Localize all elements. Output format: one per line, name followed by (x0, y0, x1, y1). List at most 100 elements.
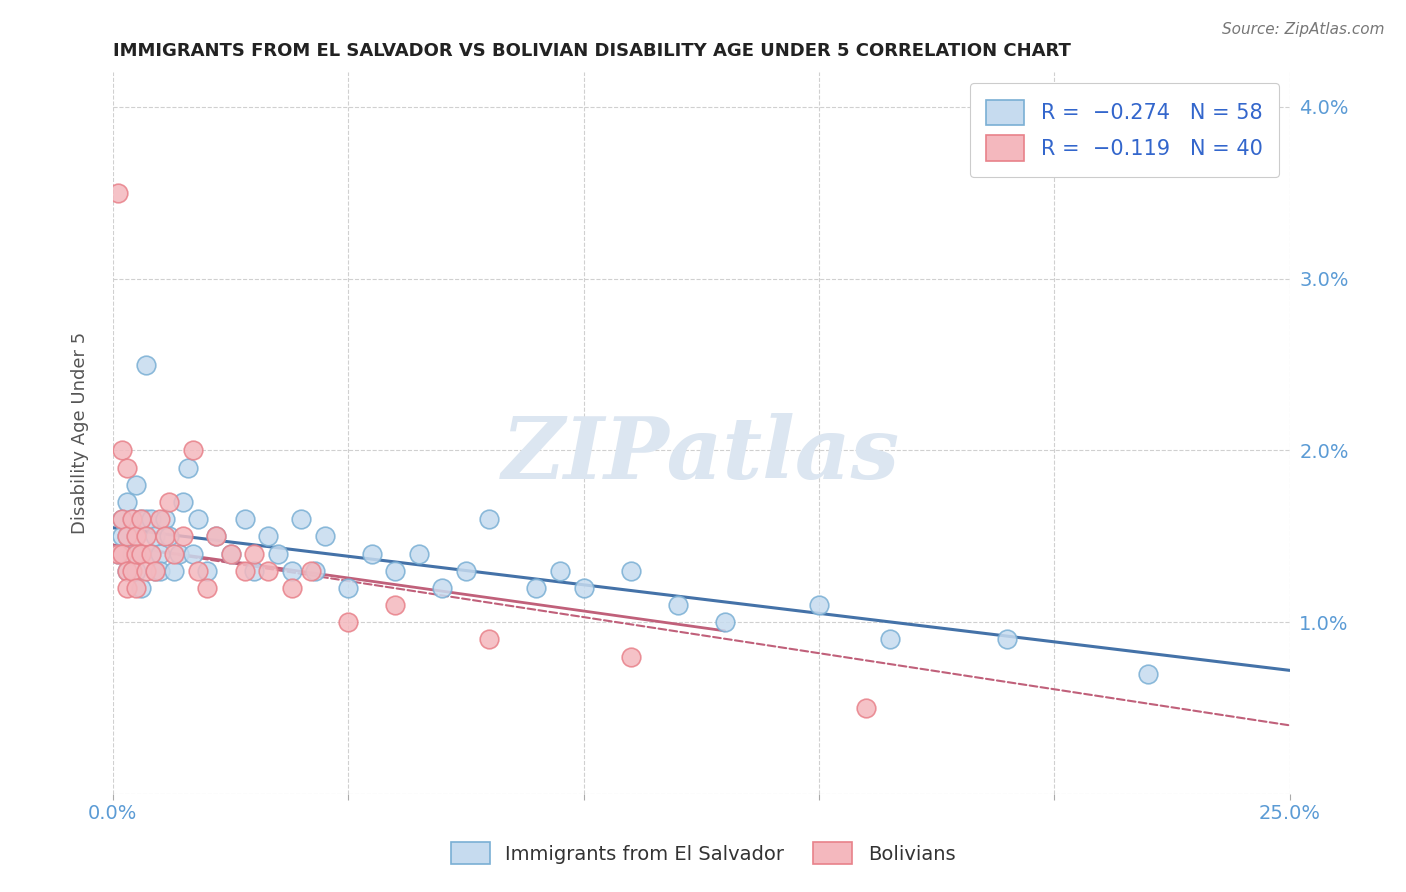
Text: Source: ZipAtlas.com: Source: ZipAtlas.com (1222, 22, 1385, 37)
Point (115, 564, 138, 578)
Point (219, 547, 242, 561)
Point (384, 564, 406, 578)
Point (195, 581, 218, 595)
Point (107, 186, 129, 200)
Point (620, 564, 643, 578)
Point (135, 529, 157, 543)
Point (115, 581, 138, 595)
Point (125, 547, 148, 561)
Point (572, 581, 595, 595)
Point (177, 460, 200, 475)
Point (125, 564, 148, 578)
Point (408, 547, 430, 561)
Point (125, 529, 148, 543)
Point (290, 512, 312, 526)
Point (139, 547, 162, 561)
Point (257, 529, 280, 543)
Point (139, 547, 162, 561)
Point (314, 529, 336, 543)
Point (121, 512, 143, 526)
Point (243, 547, 266, 561)
Point (143, 564, 166, 578)
Point (153, 512, 176, 526)
Point (149, 547, 172, 561)
Point (304, 564, 326, 578)
Point (548, 564, 571, 578)
Point (107, 547, 129, 561)
Point (125, 477, 148, 491)
Point (384, 598, 406, 612)
Point (125, 529, 148, 543)
Point (107, 547, 129, 561)
Point (337, 615, 360, 630)
Point (195, 564, 218, 578)
Point (121, 564, 143, 578)
Point (478, 632, 501, 647)
Point (243, 564, 266, 578)
Point (266, 547, 288, 561)
Point (135, 358, 157, 372)
Point (143, 564, 166, 578)
Point (111, 512, 134, 526)
Legend: R =  −0.274   N = 58, R =  −0.119   N = 40: R = −0.274 N = 58, R = −0.119 N = 40 (970, 83, 1279, 178)
Point (454, 564, 477, 578)
Point (135, 512, 157, 526)
Point (280, 564, 302, 578)
Point (149, 564, 172, 578)
Point (280, 581, 302, 595)
Point (149, 512, 172, 526)
Point (205, 529, 228, 543)
Point (167, 547, 190, 561)
Point (157, 495, 180, 509)
Point (157, 529, 180, 543)
Point (257, 564, 280, 578)
Point (125, 581, 148, 595)
Point (478, 512, 501, 526)
Point (187, 512, 209, 526)
Point (143, 529, 166, 543)
Point (163, 564, 186, 578)
Point (995, 632, 1018, 647)
Point (855, 701, 877, 715)
Point (163, 547, 186, 561)
Point (139, 512, 162, 526)
Point (153, 529, 176, 543)
Point (1137, 666, 1160, 681)
Point (172, 495, 194, 509)
Point (360, 547, 382, 561)
Point (111, 512, 134, 526)
Point (526, 581, 548, 595)
Point (219, 547, 242, 561)
Point (111, 443, 134, 458)
Point (129, 547, 152, 561)
Point (713, 615, 735, 630)
Point (115, 529, 138, 543)
Text: IMMIGRANTS FROM EL SALVADOR VS BOLIVIAN DISABILITY AGE UNDER 5 CORRELATION CHART: IMMIGRANTS FROM EL SALVADOR VS BOLIVIAN … (112, 42, 1071, 60)
Point (187, 564, 209, 578)
Point (879, 632, 901, 647)
Point (432, 581, 454, 595)
Point (181, 443, 204, 458)
Point (337, 581, 360, 595)
Point (129, 512, 152, 526)
Point (807, 598, 830, 612)
Point (111, 547, 134, 561)
Point (129, 547, 152, 561)
Legend: Immigrants from El Salvador, Bolivians: Immigrants from El Salvador, Bolivians (441, 833, 965, 873)
Y-axis label: Disability Age Under 5: Disability Age Under 5 (72, 332, 89, 534)
Point (115, 460, 138, 475)
Point (129, 581, 152, 595)
Point (135, 564, 157, 578)
Point (129, 512, 152, 526)
Point (620, 649, 643, 664)
Point (233, 512, 256, 526)
Point (233, 564, 256, 578)
Point (299, 564, 322, 578)
Point (111, 529, 134, 543)
Point (666, 598, 689, 612)
Point (205, 529, 228, 543)
Point (115, 495, 138, 509)
Point (181, 547, 204, 561)
Point (115, 529, 138, 543)
Point (172, 529, 194, 543)
